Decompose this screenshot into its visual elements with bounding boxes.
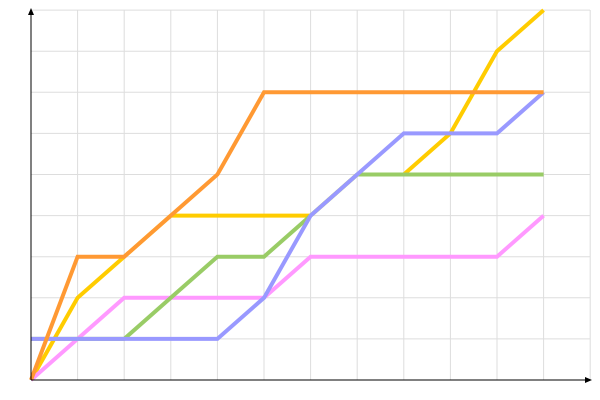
series-group (29, 8, 545, 382)
grid (31, 9, 591, 380)
series-line-4 (31, 90, 545, 341)
x-axis-arrow-icon (585, 377, 592, 383)
y-axis-arrow-icon (28, 8, 34, 15)
series-line-1 (29, 8, 545, 381)
series-line-5 (29, 90, 544, 381)
series-line-2 (29, 214, 545, 382)
axes (28, 8, 592, 383)
